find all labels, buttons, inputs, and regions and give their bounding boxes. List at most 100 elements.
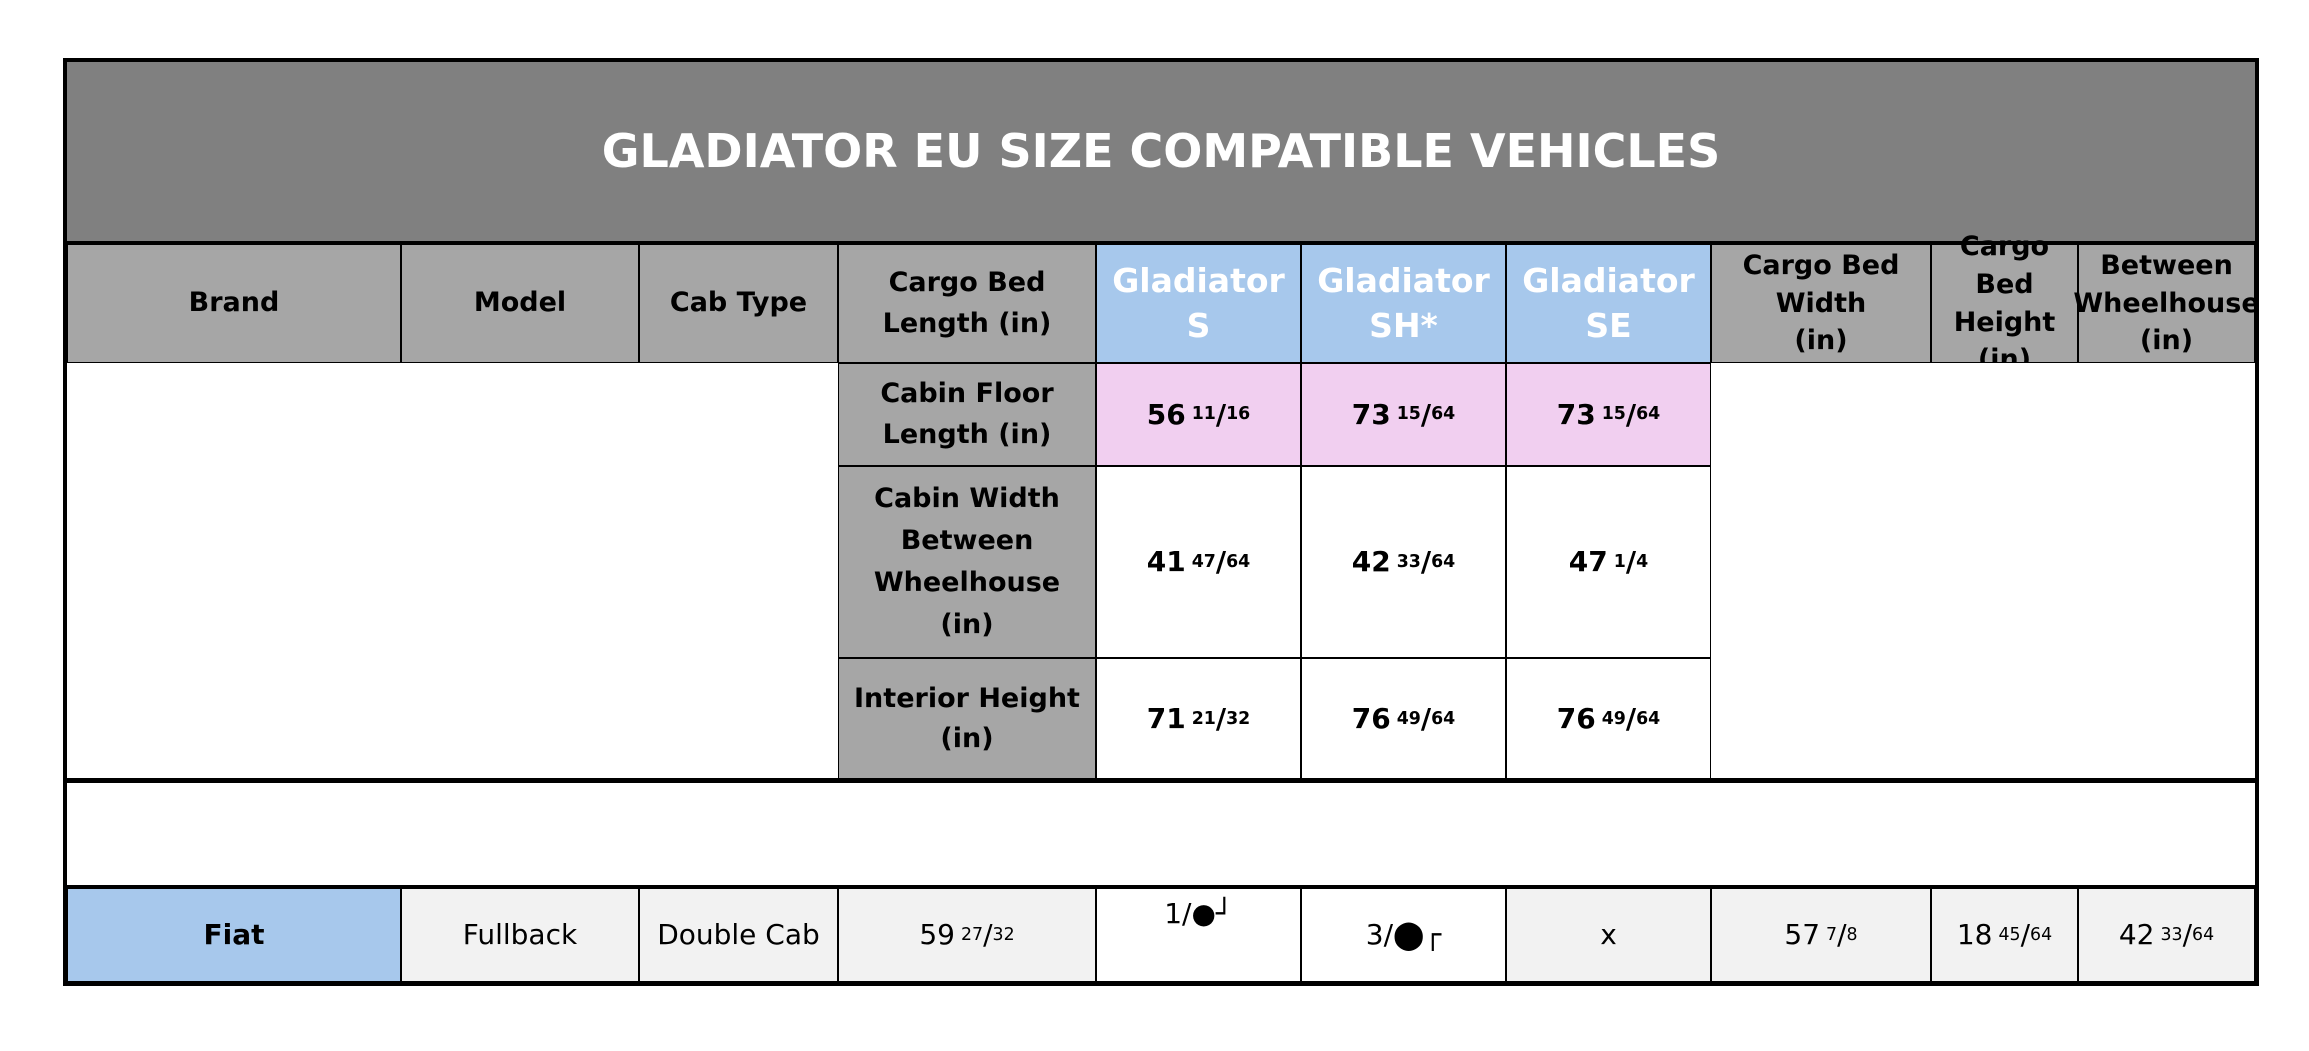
header-cargo-bed-length: Cargo Bed Length (in) [838,244,1096,363]
header-cargo-bed-length-line2: Length (in) [882,307,1052,339]
value-denominator: 64 [1431,708,1456,729]
table-row-gladiator-sh: 3/⬤┌ [1301,888,1506,982]
value-denominator: 64 [1636,404,1661,425]
spec-cabin-width-s: 41 47/64 [1096,466,1301,658]
gladiator-se-fit-value: x [1600,918,1617,951]
header-between-wheelhouse: Between Wheelhouse (in) [2073,244,2260,363]
value-whole: 47 [1568,545,1608,578]
spec-label-line: (in) [940,608,994,640]
header-between-wheelhouse-line1: Between [2100,249,2233,281]
header-model-label: Model [473,287,567,319]
value-numerator: 45 [1998,924,2021,945]
value-denominator: 64 [1636,708,1661,729]
value-numerator: 21 [1191,708,1216,729]
value-denominator: 16 [1226,404,1251,425]
header-gladiator-se: Gladiator SE [1506,244,1711,363]
value-numerator: 33 [1396,551,1421,572]
value-whole: 42 [1351,545,1391,578]
value-denominator: 32 [992,924,1015,945]
value-whole: 76 [1351,702,1391,735]
spec-label-interior-height: Interior Height (in) [838,658,1096,780]
table-row-model: Fullback [401,888,639,982]
header-cargo-bed-height-line1: Cargo Bed [1959,230,2050,300]
spec-label-line: Cabin Floor [880,378,1054,409]
cab-type-value: Double Cab [657,918,820,951]
value-whole: 41 [1146,545,1186,578]
spec-interior-height-s: 71 21/32 [1096,658,1301,780]
header-cargo-bed-width: Cargo Bed Width (in) [1711,244,1931,363]
value-denominator: 64 [2030,924,2053,945]
value-whole: 73 [1556,397,1596,431]
spec-cabin-floor-length-sh: 73 15/64 [1301,363,1506,466]
value-whole: 18 [1956,918,1993,951]
value-whole: 57 [1784,918,1821,951]
header-cargo-bed-height-line2: Height [1953,306,2056,338]
section-divider [67,885,2255,888]
table-row-brand: Fiat [67,888,401,982]
value-denominator: 8 [1846,924,1858,945]
spec-cabin-width-se: 47 1/4 [1506,466,1711,658]
header-cargo-bed-width-line3: (in) [1794,325,1848,357]
spec-label-line: (in) [940,723,994,754]
header-gladiator-se-line2: SE [1585,305,1632,345]
header-between-wheelhouse-line2: Wheelhouse [2073,287,2260,319]
spec-label-cabin-floor-length: Cabin Floor Length (in) [838,363,1096,466]
value-numerator: 33 [2160,924,2183,945]
header-cargo-bed-width-line1: Cargo Bed [1742,249,1900,281]
gladiator-s-fit-value: 1/●┘ [1164,897,1233,930]
header-gladiator-s-line2: S [1186,305,1211,345]
value-whole: 73 [1351,397,1391,431]
value-numerator: 1 [1613,551,1626,572]
header-gladiator-sh: Gladiator SH* [1301,244,1506,363]
spec-label-line: Length (in) [882,418,1052,450]
spec-interior-height-sh: 76 49/64 [1301,658,1506,780]
header-cargo-bed-width-line2: Width [1775,287,1867,319]
value-denominator: 64 [2192,924,2215,945]
spec-blank-right [1711,363,2255,780]
spec-cabin-floor-length-s: 56 11/16 [1096,363,1301,466]
spec-label-line: Interior Height [854,682,1080,714]
header-gladiator-s: Gladiator S [1096,244,1301,363]
spec-blank-left [67,363,838,780]
table-row-cab-type: Double Cab [639,888,838,982]
table-row-cargo-bed-width: 57 7/8 [1711,888,1931,982]
value-numerator: 49 [1601,708,1626,729]
value-whole: 71 [1146,702,1186,735]
spec-cabin-width-sh: 42 33/64 [1301,466,1506,658]
value-whole: 76 [1556,702,1596,735]
value-denominator: 64 [1431,404,1456,425]
table-title-text: GLADIATOR EU SIZE COMPATIBLE VEHICLES [601,124,1721,178]
header-brand: Brand [67,244,401,363]
value-numerator: 11 [1191,404,1216,425]
section-divider [67,778,2255,783]
value-denominator: 4 [1636,551,1649,572]
value-numerator: 47 [1191,551,1216,572]
spec-label-cabin-width: Cabin Width Between Wheelhouse (in) [838,466,1096,658]
header-gladiator-s-line1: Gladiator [1112,260,1285,300]
value-whole: 42 [2118,918,2155,951]
value-numerator: 15 [1396,404,1421,425]
gladiator-sh-fit-value: 3/⬤┌ [1365,918,1442,951]
spec-label-line: Between [900,525,1034,557]
header-cab-type: Cab Type [639,244,838,363]
header-gladiator-se-line1: Gladiator [1522,260,1695,300]
header-brand-label: Brand [188,287,280,319]
value-numerator: 7 [1826,924,1838,945]
spacer-row [67,783,2255,887]
value-whole: 56 [1146,397,1186,431]
table-row-cargo-bed-length: 59 27/32 [838,888,1096,982]
table-row-cargo-bed-height: 18 45/64 [1931,888,2078,982]
value-numerator: 27 [961,924,984,945]
spec-interior-height-se: 76 49/64 [1506,658,1711,780]
header-gladiator-sh-line1: Gladiator [1317,260,1490,300]
header-cab-type-label: Cab Type [669,287,808,319]
model-value: Fullback [462,918,578,951]
value-numerator: 15 [1601,404,1626,425]
value-whole: 59 [919,918,955,951]
value-denominator: 64 [1226,551,1251,572]
table-title: GLADIATOR EU SIZE COMPATIBLE VEHICLES [67,62,2255,244]
spec-label-line: Wheelhouse [873,567,1061,598]
header-gladiator-sh-line2: SH* [1369,305,1438,345]
value-denominator: 32 [1226,708,1251,729]
value-numerator: 49 [1396,708,1421,729]
